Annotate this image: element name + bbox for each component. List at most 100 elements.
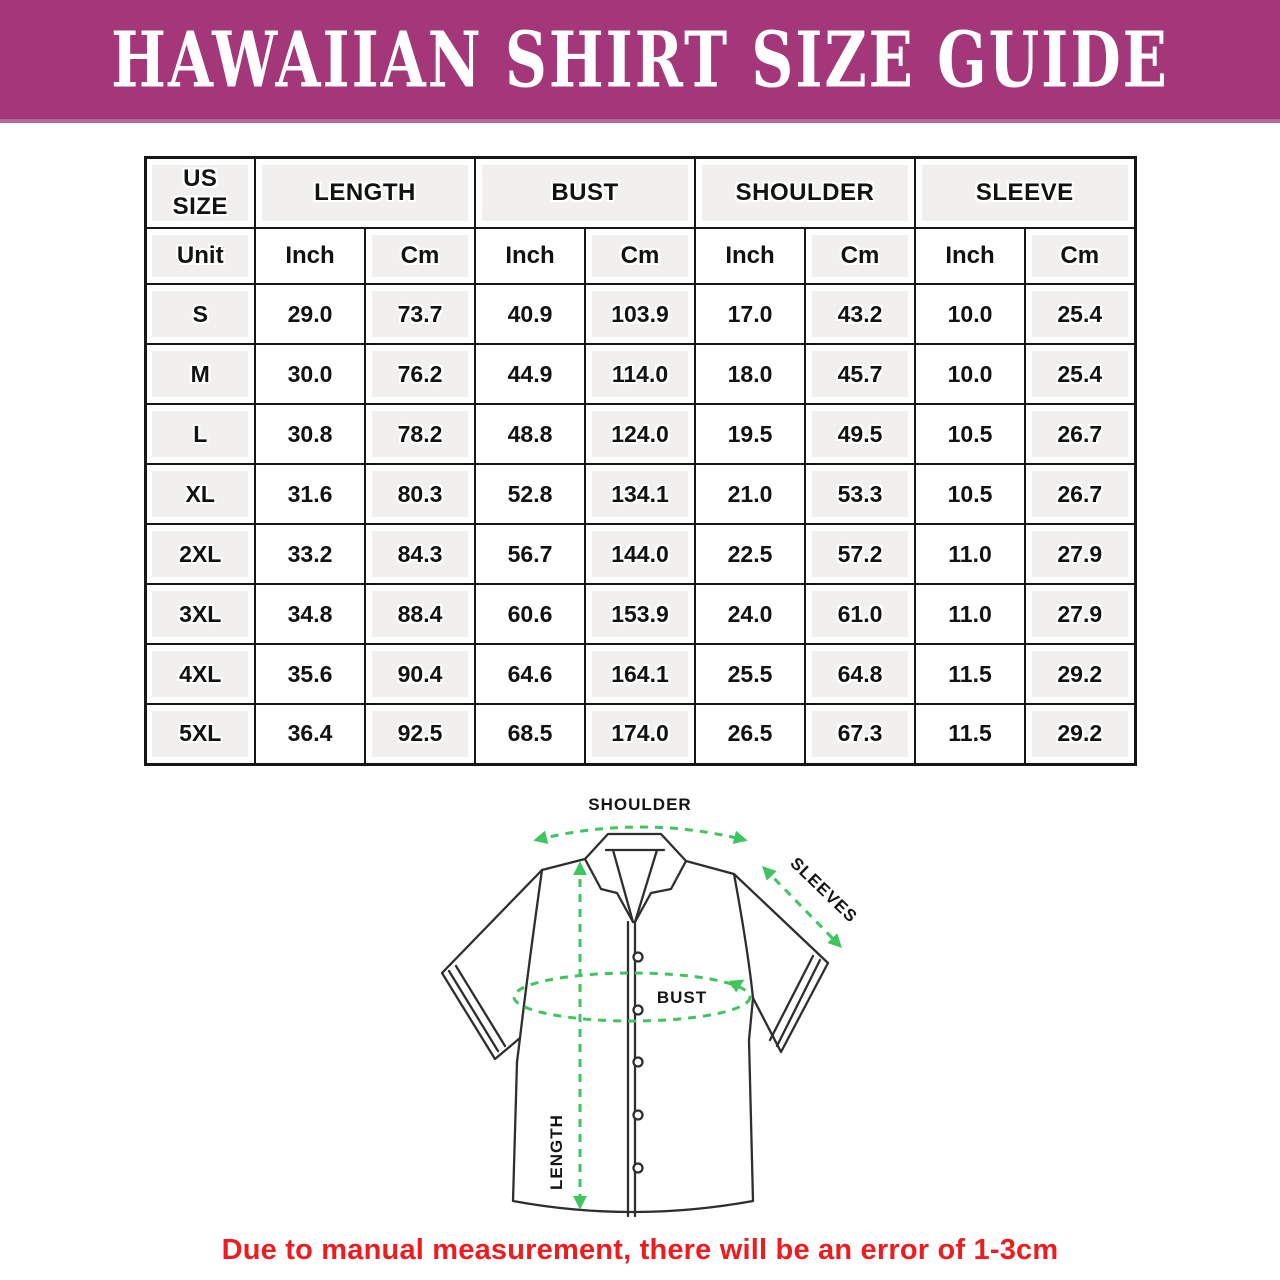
value-cell: 19.5 [694, 403, 806, 465]
value-cell: 35.6 [254, 643, 366, 705]
shirt-measurement-diagram: SHOULDER SLEEVES BUST LENGTH [440, 793, 863, 1217]
value-cell: 10.0 [914, 343, 1026, 405]
size-cell: 5XL [144, 703, 256, 765]
value-cell: 11.0 [914, 523, 1026, 585]
value-cell: 90.4 [364, 643, 476, 705]
value-cell: 33.2 [254, 523, 366, 585]
value-cell: 144.0 [584, 523, 696, 585]
value-cell: 29.2 [1024, 703, 1136, 765]
shoulder-measure-arrow [533, 825, 748, 844]
value-cell: 56.7 [474, 523, 586, 585]
value-cell: 153.9 [584, 583, 696, 645]
value-cell: 57.2 [804, 523, 916, 585]
value-cell: 48.8 [474, 403, 586, 465]
sleeves-label: SLEEVES [786, 853, 861, 926]
table-row: 3XL 34.8 88.4 60.6 153.9 24.0 61.0 11.0 27.9 [144, 583, 1136, 645]
value-cell: 29.2 [1024, 643, 1136, 705]
value-cell: 64.8 [804, 643, 916, 705]
value-cell: 25.4 [1024, 343, 1136, 405]
value-cell: 25.5 [694, 643, 806, 705]
corner-header-us-size: US SIZE [144, 156, 256, 229]
table-row: XL 31.6 80.3 52.8 134.1 21.0 53.3 10.5 26.7 [144, 463, 1136, 525]
value-cell: 11.0 [914, 583, 1026, 645]
value-cell: 26.5 [694, 703, 806, 765]
value-cell: 134.1 [584, 463, 696, 525]
size-cell: S [144, 283, 256, 345]
value-cell: 10.5 [914, 463, 1026, 525]
value-cell: 27.9 [1024, 523, 1136, 585]
size-chart-table: US SIZE LENGTH BUST SHOULDER SLEEVE Unit… [143, 156, 1137, 766]
value-cell: 174.0 [584, 703, 696, 765]
size-cell: 4XL [144, 643, 256, 705]
page-title: HAWAIIAN SHIRT SIZE GUIDE [111, 14, 1169, 105]
value-cell: 52.8 [474, 463, 586, 525]
value-cell: 124.0 [584, 403, 696, 465]
value-cell: 30.0 [254, 343, 366, 405]
value-cell: 53.3 [804, 463, 916, 525]
table-row: L 30.8 78.2 48.8 124.0 19.5 49.5 10.5 26.7 [144, 403, 1136, 465]
value-cell: 34.8 [254, 583, 366, 645]
table-row: 4XL 35.6 90.4 64.6 164.1 25.5 64.8 11.5 29.2 [144, 643, 1136, 705]
value-cell: 164.1 [584, 643, 696, 705]
value-cell: 78.2 [364, 403, 476, 465]
value-cell: 43.2 [804, 283, 916, 345]
unit-label-cell: Unit [144, 227, 256, 285]
bust-measure-arrowhead [728, 979, 745, 993]
value-cell: 25.4 [1024, 283, 1136, 345]
bust-label: BUST [657, 988, 707, 1007]
unit-cell: Cm [364, 227, 476, 285]
group-header-sleeve: SLEEVE [914, 156, 1136, 229]
size-cell: M [144, 343, 256, 405]
value-cell: 103.9 [584, 283, 696, 345]
unit-cell: Inch [474, 227, 586, 285]
value-cell: 45.7 [804, 343, 916, 405]
shoulder-label: SHOULDER [588, 795, 691, 814]
value-cell: 80.3 [364, 463, 476, 525]
value-cell: 67.3 [804, 703, 916, 765]
group-header-length: LENGTH [254, 156, 476, 229]
size-cell: 2XL [144, 523, 256, 585]
unit-cell: Inch [914, 227, 1026, 285]
value-cell: 36.4 [254, 703, 366, 765]
value-cell: 27.9 [1024, 583, 1136, 645]
size-table-body: S 29.0 73.7 40.9 103.9 17.0 43.2 10.0 25.4 M 30.0 7… [144, 283, 1136, 765]
shirt-outline-drawing [440, 832, 830, 1217]
value-cell: 114.0 [584, 343, 696, 405]
value-cell: 21.0 [694, 463, 806, 525]
value-cell: 29.0 [254, 283, 366, 345]
table-row: M 30.0 76.2 44.9 114.0 18.0 45.7 10.0 25.4 [144, 343, 1136, 405]
unit-cell: Inch [694, 227, 806, 285]
table-row: S 29.0 73.7 40.9 103.9 17.0 43.2 10.0 25.4 [144, 283, 1136, 345]
group-header-shoulder: SHOULDER [694, 156, 916, 229]
length-label: LENGTH [547, 1114, 566, 1190]
table-row: 5XL 36.4 92.5 68.5 174.0 26.5 67.3 11.5 29.2 [144, 703, 1136, 765]
value-cell: 49.5 [804, 403, 916, 465]
value-cell: 61.0 [804, 583, 916, 645]
size-cell: L [144, 403, 256, 465]
measurement-arrows [512, 825, 842, 1210]
value-cell: 26.7 [1024, 463, 1136, 525]
size-cell: 3XL [144, 583, 256, 645]
value-cell: 10.5 [914, 403, 1026, 465]
value-cell: 84.3 [364, 523, 476, 585]
title-banner: HAWAIIAN SHIRT SIZE GUIDE [0, 0, 1280, 123]
value-cell: 11.5 [914, 703, 1026, 765]
size-cell: XL [144, 463, 256, 525]
unit-cell: Cm [804, 227, 916, 285]
value-cell: 88.4 [364, 583, 476, 645]
group-header-bust: BUST [474, 156, 696, 229]
value-cell: 60.6 [474, 583, 586, 645]
unit-header-row: Unit Inch Cm Inch Cm Inch Cm Inch Cm [144, 227, 1136, 285]
value-cell: 18.0 [694, 343, 806, 405]
value-cell: 44.9 [474, 343, 586, 405]
value-cell: 73.7 [364, 283, 476, 345]
shirt-buttons [632, 950, 644, 1174]
value-cell: 26.7 [1024, 403, 1136, 465]
value-cell: 92.5 [364, 703, 476, 765]
table-row: 2XL 33.2 84.3 56.7 144.0 22.5 57.2 11.0 27.9 [144, 523, 1136, 585]
value-cell: 11.5 [914, 643, 1026, 705]
sleeves-measure-arrow [762, 865, 842, 948]
measurement-diagram-wrap: SHOULDER SLEEVES BUST LENGTH [0, 770, 1280, 1230]
value-cell: 76.2 [364, 343, 476, 405]
value-cell: 30.8 [254, 403, 366, 465]
